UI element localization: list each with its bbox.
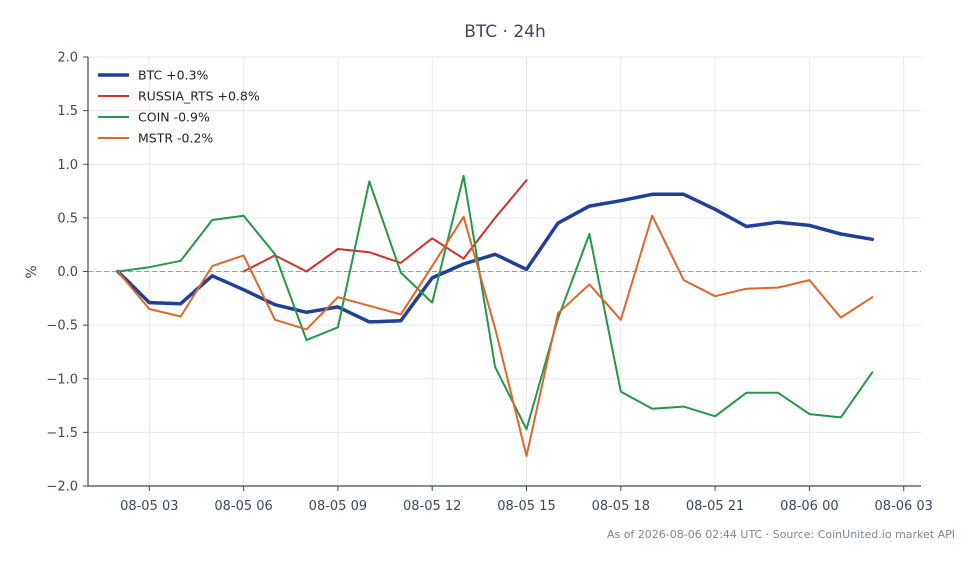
y-tick-label: 1.0 [57, 158, 78, 173]
series-line-1 [242, 179, 528, 273]
y-axis-label: % [24, 265, 40, 278]
legend-label: RUSSIA_RTS +0.8% [138, 89, 260, 104]
legend: BTC +0.3% RUSSIA_RTS +0.8% COIN -0.9% MSTR … [98, 68, 260, 146]
x-tick-label: 08-05 06 [214, 499, 272, 514]
x-tick-label: 08-05 18 [592, 499, 650, 514]
x-tick-label: 08-05 03 [120, 499, 178, 514]
x-tick-label: 08-05 15 [497, 499, 555, 514]
y-tick-label: 1.5 [57, 104, 78, 119]
series-lines [116, 175, 875, 457]
source-footer: As of 2026-08-06 02:44 UTC · Source: Coi… [607, 528, 955, 541]
y-tick-label: −1.0 [46, 372, 78, 387]
series-line-3 [116, 214, 874, 457]
legend-label: BTC +0.3% [138, 68, 209, 83]
legend-label: COIN -0.9% [138, 110, 210, 125]
y-tick-label: −1.5 [46, 426, 78, 441]
x-tick-label: 08-05 12 [403, 499, 461, 514]
x-tick-label: 08-06 03 [874, 499, 932, 514]
axes: 2.0 1.5 1.0 0.5 0.0 −0.5 −1.0 −1.5 −2.0 08-05 03 0… [46, 51, 933, 515]
legend-label: MSTR -0.2% [138, 131, 213, 146]
x-tick-label: 08-05 21 [686, 499, 744, 514]
series-line-0 [116, 192, 875, 324]
y-tick-label: −0.5 [46, 319, 78, 334]
chart-title: BTC · 24h [464, 22, 546, 42]
y-tick-label: 0.5 [57, 211, 78, 226]
y-tick-label: 0.0 [57, 265, 78, 280]
x-tick-label: 08-06 00 [780, 499, 838, 514]
x-tick-label: 08-05 09 [309, 499, 367, 514]
series-line-2 [116, 175, 874, 431]
y-tick-label: 2.0 [57, 51, 78, 66]
y-tick-label: −2.0 [46, 480, 78, 495]
